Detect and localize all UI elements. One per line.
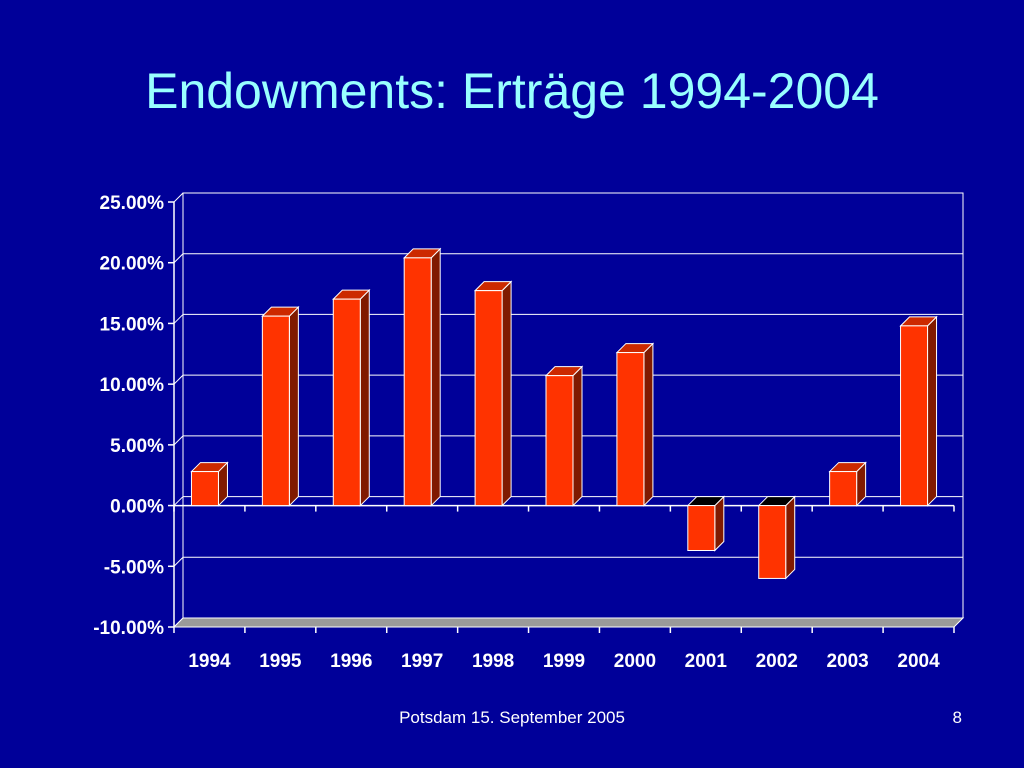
bar-2002 [758,505,787,579]
x-tick-label: 1998 [472,651,514,672]
gridline-depth [173,556,184,567]
x-tick-label: 1996 [330,651,372,672]
bar-1997 [403,257,432,507]
y-tick-label: 10.00% [100,375,165,396]
y-tick-label: 20.00% [100,254,165,275]
bar-2001 [687,505,716,552]
x-tick-label: 2002 [756,651,798,672]
x-tick-label: 1994 [188,651,231,672]
y-tick-label: 15.00% [100,314,165,335]
bar-1994 [190,471,219,507]
x-tick-label: 1999 [543,651,585,672]
bar-side-1997 [430,247,441,507]
gridline-depth [173,374,184,385]
bar-1996 [332,298,361,507]
x-tick-label: 2003 [826,651,868,672]
bar-side-2000 [643,342,654,507]
bar-1998 [474,290,503,507]
bar-side-1998 [501,280,512,507]
gridline-depth [173,496,184,506]
bar-1995 [261,315,290,507]
x-tick-label: 1995 [259,651,302,672]
x-tick-label: 2000 [614,651,656,672]
bar-1999 [545,375,574,507]
bar-side-2002 [785,495,796,580]
x-tick-label: 2001 [685,651,728,672]
y-tick-label: 25.00% [100,193,165,214]
bar-2003 [829,471,858,507]
y-tick-label: -10.00% [93,618,164,639]
footer-text: Potsdam 15. September 2005 [399,708,625,727]
gridline-depth [173,253,184,264]
y-tick-label: -5.00% [104,557,164,578]
y-tick-label: 5.00% [110,436,164,457]
gridline-depth [173,435,184,446]
bar-side-1999 [572,365,583,507]
page-number: 8 [952,708,962,727]
slide-title: Endowments: Erträge 1994-2004 [145,63,879,119]
bar-side-2004 [927,315,938,507]
bar-side-1995 [288,305,299,507]
x-tick-label: 2004 [897,651,940,672]
bar-2004 [900,325,929,507]
bar-side-1996 [359,288,370,507]
y-tick-label: 0.00% [110,497,164,518]
gridline-depth [173,314,184,324]
x-tick-label: 1997 [401,651,443,672]
gridline-depth [173,192,184,203]
plot-floor [172,617,965,628]
bar-2000 [616,352,645,507]
